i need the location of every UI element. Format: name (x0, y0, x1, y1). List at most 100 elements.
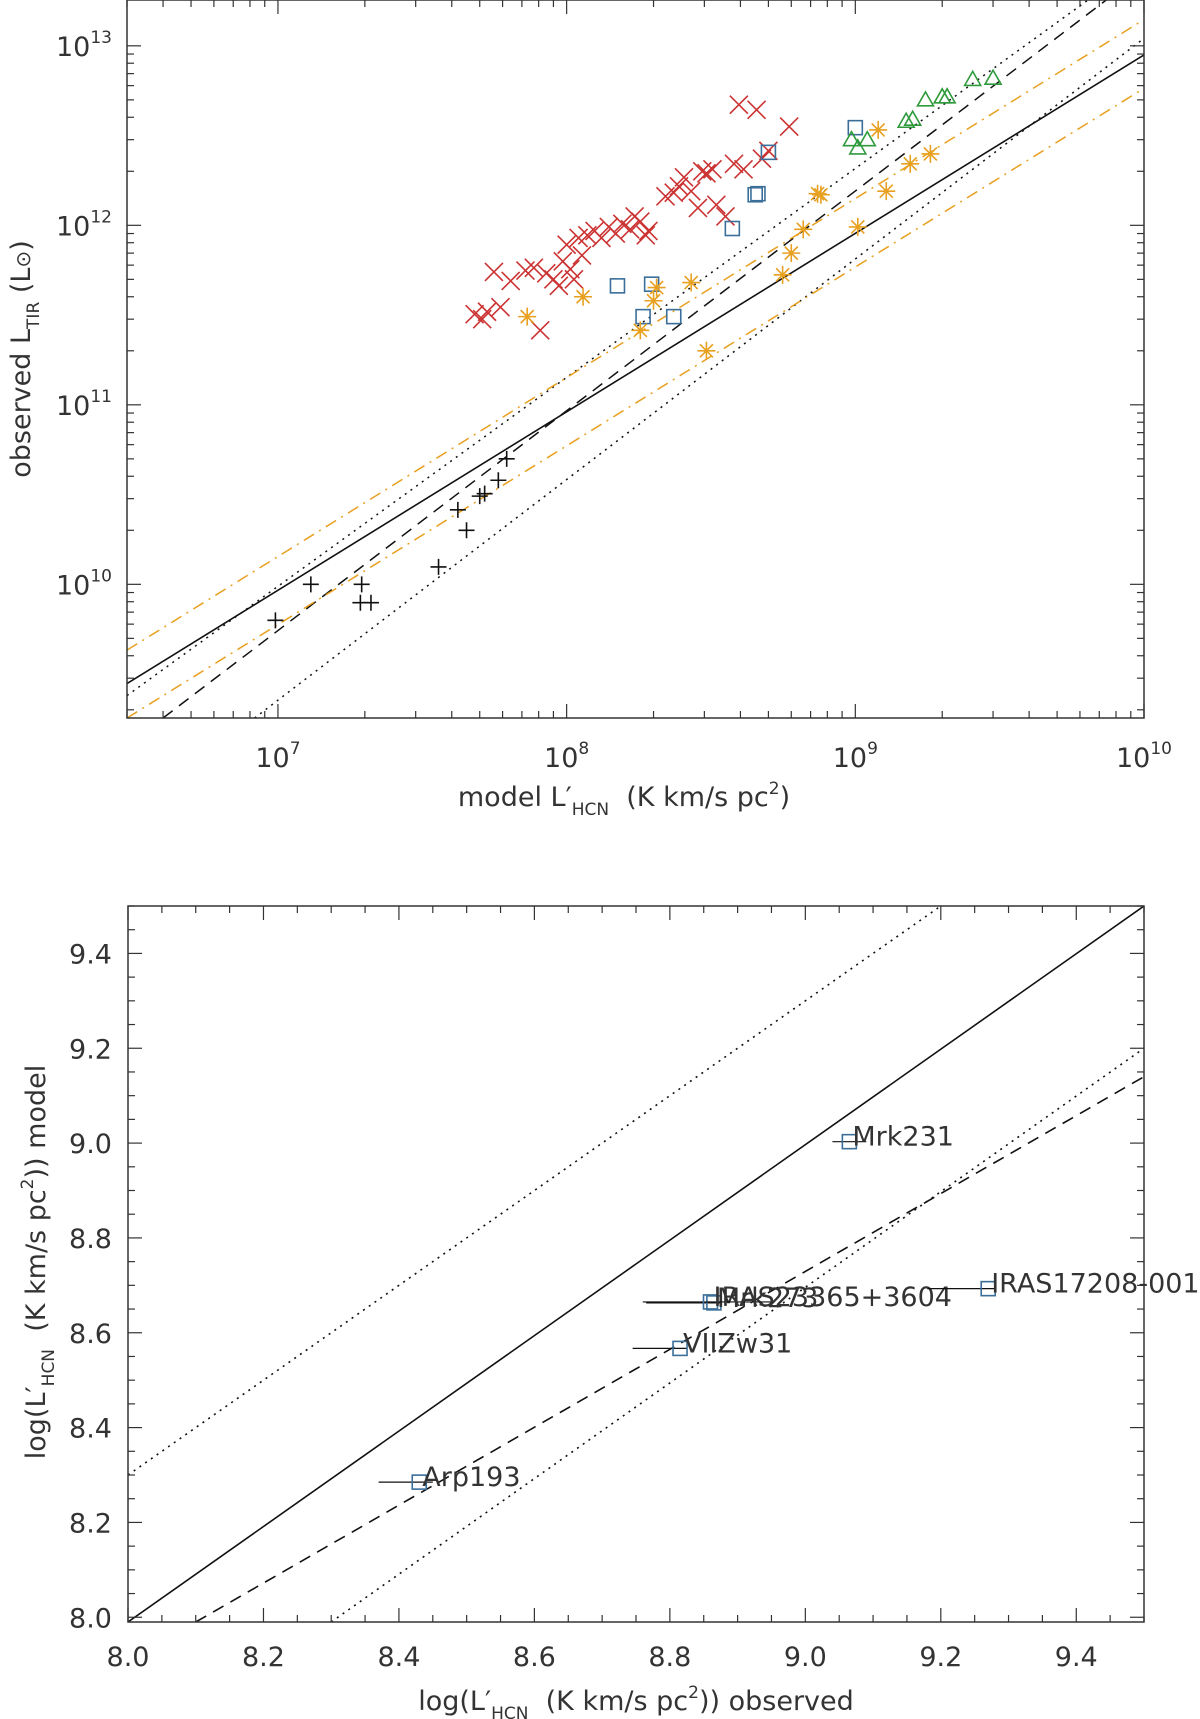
bottom-y-tick-label: 8.8 (69, 1224, 112, 1255)
tick-exponent: 7 (290, 739, 301, 759)
orange-asterisk-marker (518, 307, 537, 326)
bottom-square-marker (841, 1133, 858, 1150)
red-cross-marker (484, 262, 504, 282)
bottom-square-marker (672, 1340, 688, 1357)
red-cross-marker (674, 167, 694, 187)
top-xlabel-main: model L (458, 782, 566, 813)
tick-base: 10 (56, 32, 90, 63)
top-ylabel-sub: TIR (24, 302, 44, 330)
bot-xlabel-unit-post: )) observed (699, 1686, 854, 1717)
top-y-axis-title: observed LTIR (L⊙) (6, 240, 44, 478)
top-dotted-fit-line (127, 0, 1089, 697)
blue-square-marker (750, 185, 766, 202)
orange-asterisk-marker (901, 154, 920, 173)
orange-asterisk-marker (574, 287, 593, 306)
black-plus-marker (458, 522, 475, 539)
tick-base: 10 (56, 211, 90, 242)
red-cross-marker (733, 159, 754, 179)
top-dotted-fit-line (254, 37, 1144, 718)
bottom-y-tick-label: 8.0 (69, 1603, 112, 1634)
bot-xlabel-pre: log(L (418, 1686, 485, 1717)
red-cross-marker (612, 214, 632, 234)
tick-base: 10 (56, 570, 90, 601)
black-plus-marker (362, 594, 379, 611)
orange-asterisk-marker (794, 220, 813, 239)
bot-ylabel-unit-post: )) model (21, 1065, 52, 1179)
black-plus-marker (498, 450, 515, 467)
bottom-point-label: Arp193 (422, 1462, 520, 1493)
bot-xlabel-unit-sup: 2 (688, 1683, 699, 1703)
top-data-points (267, 68, 1003, 629)
black-plus-marker (490, 472, 507, 489)
blue-square-marker (635, 308, 651, 325)
orange-asterisk-marker (773, 265, 792, 284)
orange-asterisk-marker (631, 321, 650, 340)
top-fit-lines (127, 0, 1144, 718)
top-xlabel-prime: ′ (566, 782, 572, 813)
bot-xlabel-sub: HCN (491, 1704, 528, 1719)
red-cross-marker (636, 225, 656, 245)
blue-square-marker (665, 308, 682, 325)
bottom-y-tick-label: 9.2 (69, 1034, 112, 1065)
top-x-axis-title: model L′HCN (K km/s pc2) (458, 779, 790, 820)
top-dashdot-fit-line (127, 87, 1144, 718)
red-cross-marker (638, 221, 658, 241)
red-cross-marker (729, 95, 749, 115)
top-xlabel-sub: HCN (572, 800, 609, 820)
orange-asterisk-marker (869, 120, 888, 139)
tick-exponent: 10 (1150, 739, 1172, 759)
tick-exponent: 11 (90, 387, 112, 407)
bottom-square-marker (706, 1295, 722, 1311)
bottom-point-label: VIIZw31 (683, 1328, 792, 1359)
black-plus-marker (476, 485, 493, 502)
red-cross-marker (681, 181, 701, 201)
red-cross-marker (549, 276, 569, 296)
top-x-tick-label: 109 (833, 739, 878, 774)
bottom-x-tick-label: 8.0 (107, 1642, 150, 1673)
orange-asterisk-marker (848, 217, 867, 236)
orange-asterisk-marker (808, 184, 827, 203)
bottom-x-tick-label: 8.4 (377, 1642, 420, 1673)
top-ylabel-main: observed L (6, 329, 37, 478)
green-triangle-marker (963, 69, 983, 87)
tick-exponent: 12 (90, 207, 112, 227)
bot-xlabel-prime: ′ (485, 1686, 491, 1717)
red-cross-marker (747, 100, 767, 120)
black-plus-marker (353, 576, 370, 593)
top-xlabel-unit-pre: (K km/s pc (609, 782, 769, 813)
top-x-tick-label: 107 (255, 739, 300, 774)
red-cross-marker (715, 206, 736, 227)
blue-square-marker (609, 278, 626, 294)
red-cross-marker (591, 228, 612, 248)
red-cross-marker (620, 219, 640, 239)
tick-exponent: 10 (90, 566, 112, 586)
bottom-x-tick-label: 9.4 (1055, 1642, 1098, 1673)
orange-asterisk-marker (697, 341, 716, 360)
blue-square-marker (847, 119, 864, 136)
bot-ylabel-sub: HCN (39, 1349, 59, 1386)
bottom-x-tick-label: 9.0 (784, 1642, 827, 1673)
bottom-x-tick-label: 8.2 (242, 1642, 285, 1673)
bottom-square-marker (411, 1474, 428, 1490)
top-ylabel-sun: ⊙ (11, 251, 35, 268)
tick-exponent: 9 (867, 739, 878, 759)
top-dashed-fit-line (162, 0, 1107, 718)
red-cross-marker (564, 269, 584, 289)
top-xlabel-unit-sup: 2 (769, 779, 780, 799)
bot-xlabel-unit-pre: (K km/s pc (528, 1686, 688, 1717)
red-cross-marker (530, 320, 550, 340)
red-cross-marker (572, 245, 592, 265)
bottom-dotted-line (330, 1047, 1144, 1622)
bottom-axes (127, 905, 1145, 1623)
bottom-x-tick-label: 9.2 (919, 1642, 962, 1673)
bot-ylabel-unit-sup: 2 (18, 1178, 38, 1189)
orange-asterisk-marker (647, 278, 666, 297)
green-triangle-marker (857, 130, 877, 147)
green-triangle-marker (916, 90, 935, 107)
tick-base: 10 (833, 743, 867, 774)
red-cross-marker (706, 195, 726, 215)
top-ylabel-unit: (L (6, 268, 37, 302)
